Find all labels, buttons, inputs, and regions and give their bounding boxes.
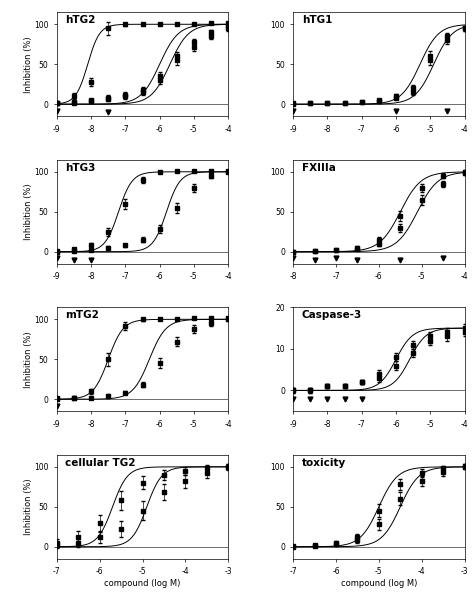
Y-axis label: Inhibition (%): Inhibition (%) <box>24 36 33 93</box>
Text: hTG3: hTG3 <box>65 163 96 173</box>
Y-axis label: Inhibition (%): Inhibition (%) <box>24 478 33 535</box>
Y-axis label: Inhibition (%): Inhibition (%) <box>24 331 33 387</box>
X-axis label: compound (log M): compound (log M) <box>341 579 417 588</box>
Text: FXIIIa: FXIIIa <box>302 163 336 173</box>
X-axis label: compound (log M): compound (log M) <box>104 579 181 588</box>
Text: hTG1: hTG1 <box>302 15 332 25</box>
Text: mTG2: mTG2 <box>65 311 100 321</box>
Text: toxicity: toxicity <box>302 458 346 468</box>
Text: Caspase-3: Caspase-3 <box>302 311 362 321</box>
Y-axis label: Inhibition (%): Inhibition (%) <box>24 184 33 240</box>
Text: hTG2: hTG2 <box>65 15 96 25</box>
Text: cellular TG2: cellular TG2 <box>65 458 136 468</box>
